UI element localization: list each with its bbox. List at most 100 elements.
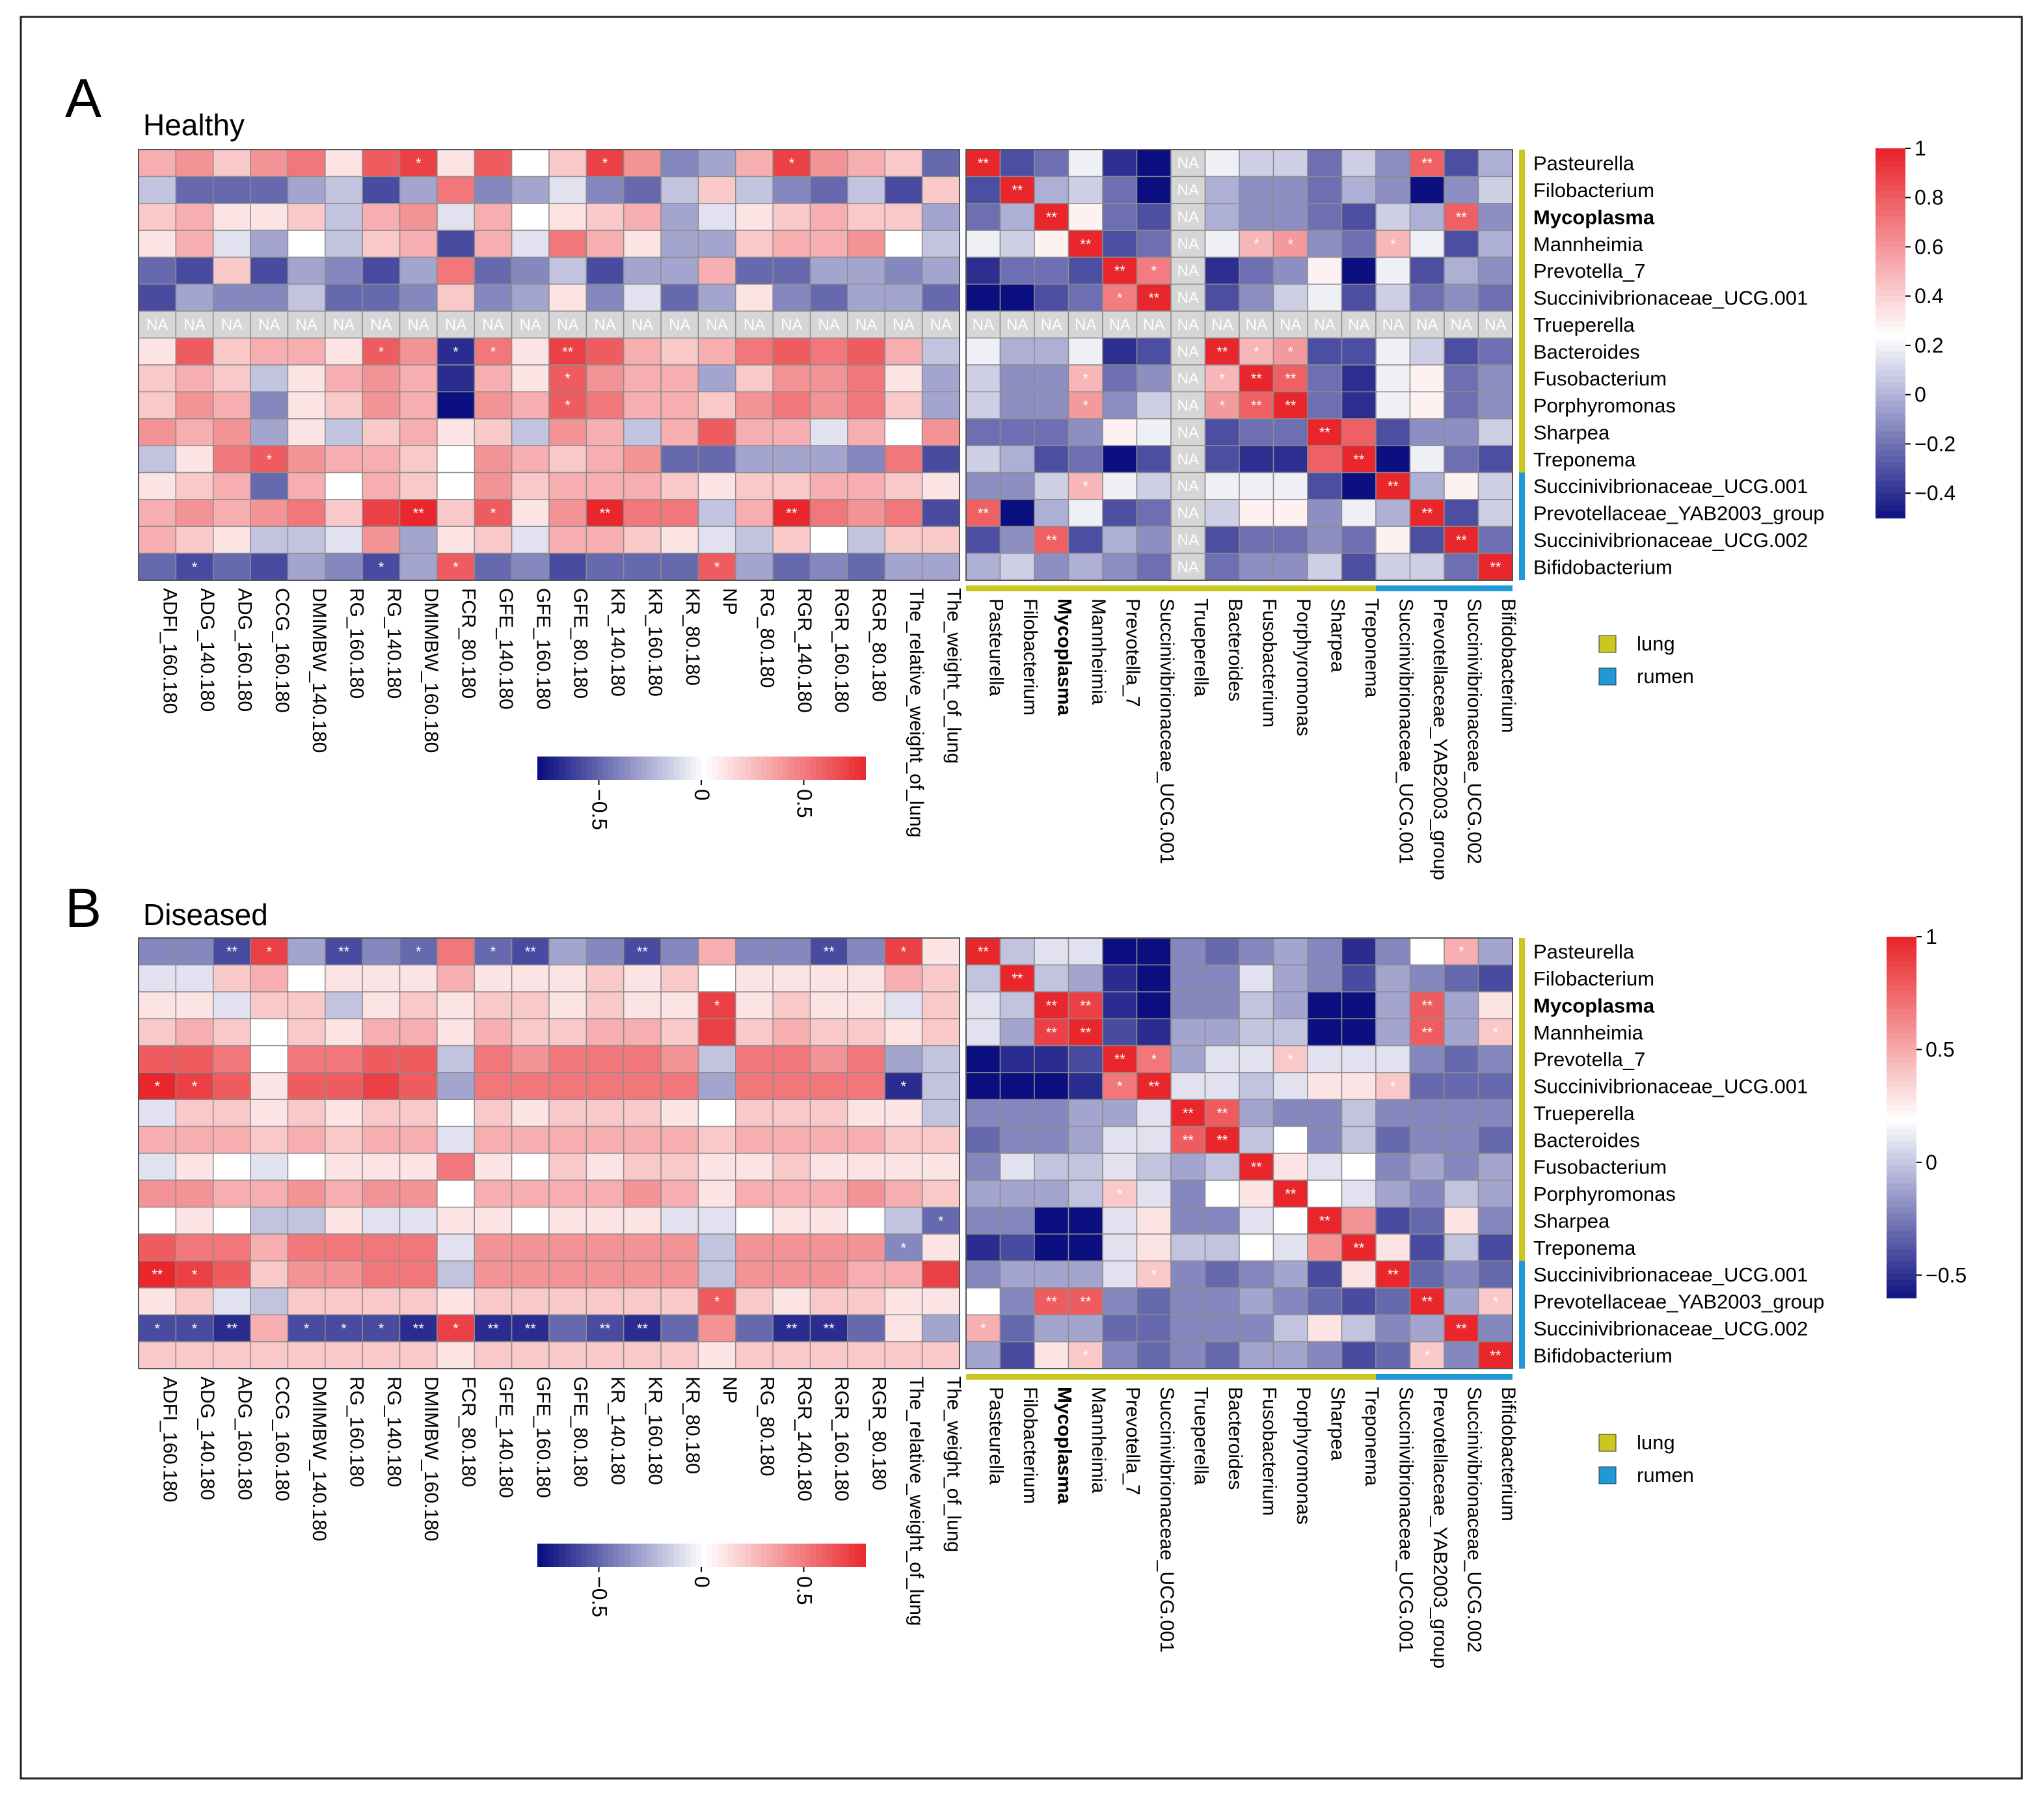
corr-cell [1102,1233,1138,1262]
na-label: NA [1246,316,1267,334]
column-label: The_weight_of_lung [943,588,964,764]
colorbar-tick-label: 1 [1926,925,1937,948]
heat-cell [660,1099,699,1127]
corr-cell [1307,445,1343,474]
heat-cell [548,203,587,231]
colorbar-step [1887,1171,1916,1178]
heat-cell [175,472,214,500]
heat-cell [697,1045,736,1073]
corr-cell [1136,445,1172,474]
corr-cell [1034,1260,1069,1289]
heat-cell [250,337,289,366]
colorbar-step [1876,505,1905,513]
colorbar-step [1876,388,1905,395]
column-label: KR_140.180 [607,588,628,697]
column-label: NP [719,588,740,615]
colorbar-step [843,757,850,780]
heat-cell [474,203,513,231]
corr-cell [1375,1125,1411,1154]
heat-cell [437,526,476,554]
corr-cell [1102,1207,1138,1235]
corr-cell [1409,337,1445,366]
heat-cell [585,445,625,474]
significance-mark: ** [1456,209,1468,225]
significance-mark: * [1254,343,1259,360]
heat-cell [585,1072,625,1100]
heat-cell [250,176,289,204]
legend-swatch-lung [1598,635,1617,653]
corr-cell [965,552,1001,581]
corr-cell [1444,364,1479,393]
heat-cell [735,1179,773,1208]
heat-cell [623,256,662,285]
corr-cell [1477,472,1513,500]
heat-cell [660,526,699,554]
colorbar-step [805,757,811,780]
corr-cell [1170,284,1206,312]
corr-cell [1375,149,1411,178]
heat-cell [623,310,662,339]
heat-cell [362,445,401,474]
column-label: CCG_160.180 [271,1376,293,1501]
heat-cell [511,526,550,554]
corr-cell [1068,176,1103,204]
corr-cell [1034,364,1069,393]
corr-cell [1341,552,1377,581]
corr-cell [1341,310,1377,339]
column-label: RG_140.180 [383,1376,405,1487]
corr-cell [1307,1207,1343,1235]
heat-cell [847,391,886,420]
heat-cell [362,1233,401,1262]
colorbar-step [805,1544,811,1567]
colorbar-step [543,757,549,780]
significance-mark: ** [1285,371,1297,387]
corr-cell [1307,1125,1343,1154]
heat-cell [772,991,811,1019]
corr-cell [1170,1153,1206,1181]
corr-cell [999,284,1035,312]
heat-cell [735,1072,773,1100]
corr-cell [1272,364,1308,393]
corr-cell [1034,203,1069,231]
heat-cell [399,310,438,339]
corr-cell [1102,230,1138,258]
column-label: FCR_80.180 [458,588,479,699]
na-label: NA [1177,316,1199,334]
heat-cell [809,1233,848,1262]
colorbar-step [701,1544,708,1567]
heat-cell [623,1125,662,1154]
corr-cell [1272,1045,1308,1073]
corr-cell [1307,1314,1343,1343]
corr-cell [1307,176,1343,204]
heat-cell [250,991,289,1019]
heat-cell [548,1314,587,1343]
panel-a: * * *NA NA NA NA NA NA NA NA NA NA NA NA NA NA NA NA NA NA N… [138,137,1956,880]
colorbar-step [816,757,822,780]
corr-cell [999,964,1035,993]
heat-cell [809,364,848,393]
corr-cell [1477,445,1513,474]
colorbar-step [1876,456,1905,463]
colorbar-step [1887,1039,1916,1046]
colorbar-step [745,757,751,780]
corr-cell [999,552,1035,581]
na-label: NA [855,316,877,334]
heat-cell [623,1072,662,1100]
significance-mark: * [980,1320,986,1337]
corr-cell [1477,1314,1513,1343]
heat-cell [325,337,363,366]
heat-cell [399,964,438,993]
heat-cell [511,1099,550,1127]
heat-cell [921,284,960,312]
corr-cell [1136,203,1172,231]
heat-cell [399,418,438,446]
colorbar-step [1887,1141,1916,1148]
colorbar-step [1887,1274,1916,1281]
heat-cell [809,499,848,527]
heat-cell [437,937,476,966]
colorbar-step [548,1544,555,1567]
heat-cell [809,1179,848,1208]
corr-cell [1272,1207,1308,1235]
heat-cell [884,1179,923,1208]
corr-cell [1034,337,1069,366]
